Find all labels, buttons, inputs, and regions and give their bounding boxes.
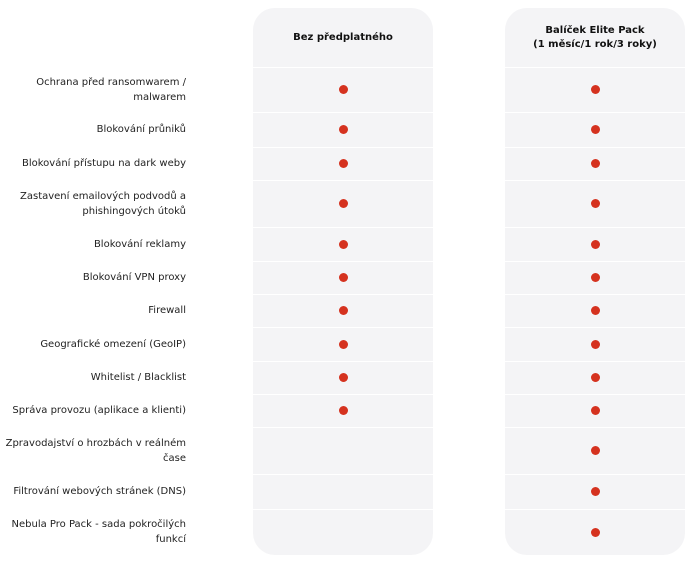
row-separator [253, 361, 433, 362]
included-dot [590, 446, 600, 455]
included-dot [338, 373, 348, 382]
row-separator [505, 180, 685, 181]
included-dot [590, 239, 600, 249]
included-dot [590, 125, 600, 134]
row-separator [505, 509, 685, 510]
row-separator [505, 361, 685, 362]
included-dot [590, 85, 600, 94]
feature-label: Firewall [148, 305, 186, 316]
included-dot [590, 406, 600, 415]
included-dot [590, 527, 600, 537]
included-dot [338, 199, 348, 208]
row-separator [505, 227, 685, 228]
row-separator [253, 509, 433, 510]
row-separator [253, 67, 433, 68]
row-separator [253, 112, 433, 113]
included-dot [338, 85, 348, 94]
row-separator [253, 261, 433, 262]
included-dot [338, 239, 348, 249]
feature-label: Zastavení emailových podvodů a phishingo… [20, 190, 186, 217]
feature-label: Blokování přístupu na dark weby [21, 158, 186, 169]
row-separator [505, 427, 685, 428]
column-header: Bez předplatného [293, 31, 393, 43]
included-dot [590, 159, 600, 168]
feature-label: Whitelist / Blacklist [90, 372, 186, 383]
feature-label: Správa provozu (aplikace a klienti) [12, 405, 186, 416]
row-separator [505, 67, 685, 68]
included-dot [590, 306, 600, 315]
included-dot [338, 159, 348, 168]
feature-label: Filtrování webových stránek (DNS) [13, 486, 186, 497]
row-separator [505, 112, 685, 113]
row-separator [505, 294, 685, 295]
row-separator [253, 394, 433, 395]
feature-label: Ochrana před ransomwarem / malwarem [36, 76, 186, 103]
row-separator [505, 327, 685, 328]
row-separator [505, 147, 685, 148]
included-dot [590, 199, 600, 208]
row-separator [505, 394, 685, 395]
included-dot [338, 125, 348, 134]
included-dot [590, 339, 600, 349]
row-separator [253, 147, 433, 148]
included-dot [338, 306, 348, 315]
row-separator [253, 427, 433, 428]
feature-label: Blokování průniků [96, 124, 186, 135]
row-separator [505, 261, 685, 262]
feature-label: Blokování reklamy [93, 238, 186, 250]
feature-label: Blokování VPN proxy [82, 272, 186, 283]
feature-label: Nebula Pro Pack - sada pokročilých funkc… [11, 519, 186, 545]
included-dot [590, 373, 600, 382]
row-separator [253, 327, 433, 328]
row-separator [253, 294, 433, 295]
row-separator [253, 227, 433, 228]
row-separator [505, 474, 685, 475]
included-dot [590, 273, 600, 282]
feature-label: Geografické omezení (GeoIP) [40, 338, 186, 350]
feature-label: Zpravodajství o hrozbách v reálném čase [5, 437, 186, 464]
row-separator [253, 180, 433, 181]
included-dot [338, 339, 348, 349]
included-dot [338, 273, 348, 282]
included-dot [338, 406, 348, 415]
row-separator [253, 474, 433, 475]
column-header: Balíček Elite Pack (1 měsíc/1 rok/3 roky… [533, 24, 657, 50]
included-dot [590, 487, 600, 496]
